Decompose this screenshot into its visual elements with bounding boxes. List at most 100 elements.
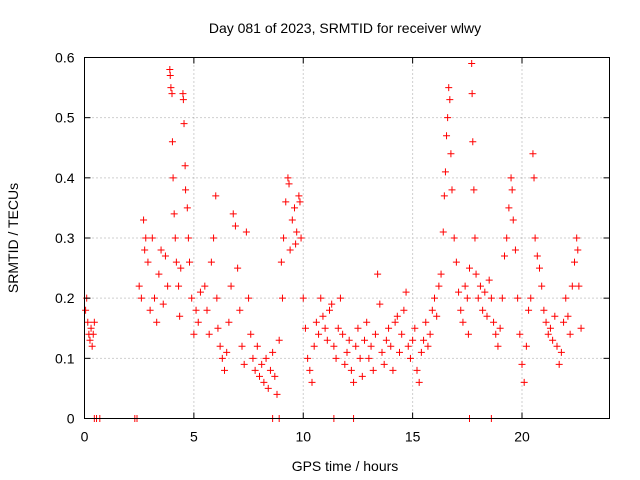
x-axis-label: GPS time / hours xyxy=(292,458,399,474)
data-point xyxy=(88,342,96,350)
data-point xyxy=(479,306,487,314)
data-point xyxy=(461,282,469,290)
data-point xyxy=(308,378,316,386)
data-point xyxy=(260,378,268,386)
axis-ticks xyxy=(84,57,610,419)
data-point xyxy=(387,342,395,350)
data-point xyxy=(441,168,449,176)
data-point xyxy=(468,90,476,98)
y-tick-label: 0.2 xyxy=(55,290,75,306)
data-point xyxy=(275,336,283,344)
data-point xyxy=(234,264,242,272)
data-point xyxy=(411,324,419,332)
data-point xyxy=(225,318,233,326)
data-point xyxy=(472,270,480,278)
data-point xyxy=(501,252,508,260)
data-point xyxy=(428,306,436,314)
data-point xyxy=(431,294,438,302)
data-point xyxy=(288,216,296,224)
data-point xyxy=(505,204,513,212)
data-point xyxy=(443,132,451,140)
data-point xyxy=(299,294,307,302)
data-point xyxy=(236,306,244,314)
data-point xyxy=(180,120,188,128)
data-point xyxy=(365,354,373,362)
data-point xyxy=(321,324,329,332)
data-point xyxy=(363,318,371,326)
data-point xyxy=(84,318,92,326)
data-point xyxy=(575,282,583,290)
data-point xyxy=(161,252,169,260)
data-point xyxy=(282,198,290,206)
data-point xyxy=(284,174,292,182)
data-point xyxy=(301,324,309,332)
data-point xyxy=(148,234,156,242)
y-tick-label: 0.1 xyxy=(55,350,75,366)
data-point xyxy=(571,258,578,266)
data-point xyxy=(574,246,582,254)
data-point xyxy=(404,342,412,350)
data-point xyxy=(530,174,538,182)
data-point xyxy=(151,294,158,302)
data-point xyxy=(439,228,447,236)
data-point xyxy=(326,306,333,314)
data-point xyxy=(256,372,263,380)
data-point xyxy=(350,378,358,386)
data-point xyxy=(310,342,318,350)
x-tick-label: 0 xyxy=(81,429,89,445)
data-point xyxy=(179,96,187,104)
data-point xyxy=(221,366,228,374)
data-point xyxy=(157,246,165,254)
data-point xyxy=(293,228,301,236)
data-point xyxy=(218,354,226,362)
y-tick-label: 0.4 xyxy=(55,170,75,186)
data-point xyxy=(406,354,414,362)
data-point xyxy=(511,246,519,254)
data-point xyxy=(463,294,471,302)
data-points xyxy=(82,60,585,422)
data-point xyxy=(557,348,565,356)
data-point xyxy=(577,324,585,332)
data-point xyxy=(169,174,177,182)
data-point xyxy=(177,264,185,272)
data-point xyxy=(286,246,294,254)
data-point xyxy=(171,234,179,242)
data-point xyxy=(297,234,305,242)
data-point xyxy=(538,282,546,290)
data-point xyxy=(566,330,574,338)
data-point xyxy=(291,204,298,212)
data-point xyxy=(164,282,172,290)
data-point xyxy=(393,312,401,320)
data-point xyxy=(496,324,504,332)
data-point xyxy=(343,348,351,356)
data-point xyxy=(573,234,581,242)
data-point xyxy=(90,318,98,326)
data-point xyxy=(144,258,152,266)
data-point xyxy=(540,306,548,314)
data-point xyxy=(426,330,434,338)
data-point xyxy=(413,366,421,374)
data-point xyxy=(172,258,180,266)
data-point xyxy=(555,360,563,368)
data-point xyxy=(522,342,530,350)
data-point xyxy=(380,360,388,368)
data-point xyxy=(205,330,213,338)
data-point xyxy=(323,336,331,344)
data-point xyxy=(542,318,550,326)
data-point xyxy=(203,306,211,314)
data-point xyxy=(345,336,353,344)
data-point xyxy=(481,288,489,296)
data-point xyxy=(518,360,526,368)
data-point xyxy=(471,234,479,242)
data-point xyxy=(159,300,167,308)
data-point xyxy=(424,342,432,350)
data-point xyxy=(440,192,448,200)
data-point xyxy=(356,354,364,362)
data-point xyxy=(437,270,445,278)
data-point xyxy=(190,330,198,338)
data-point xyxy=(469,138,477,146)
data-point xyxy=(184,234,192,242)
data-point xyxy=(212,192,220,200)
data-point xyxy=(514,294,522,302)
data-point xyxy=(402,288,410,296)
